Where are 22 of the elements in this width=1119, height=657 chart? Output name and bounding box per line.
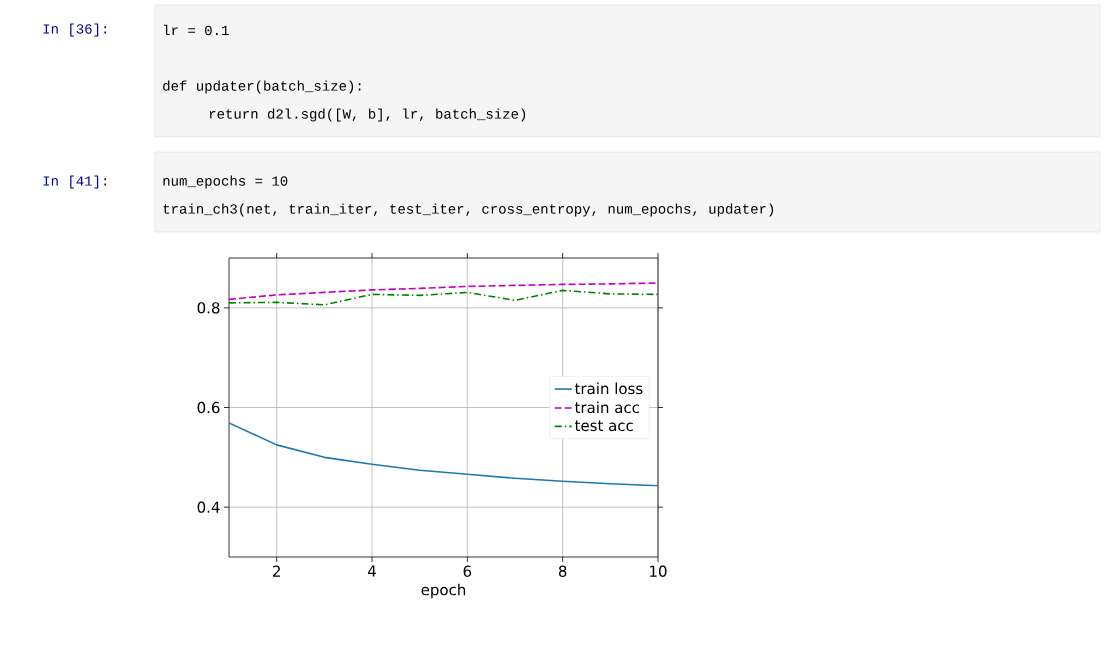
- legend-label: train loss: [574, 382, 643, 395]
- x-tick-label: 2: [273, 565, 280, 577]
- y-tick-label: 0.4: [197, 501, 220, 513]
- legend-label: test acc: [574, 420, 633, 432]
- y-tick-label: 0.8: [197, 302, 220, 314]
- text: lr = 0.1: [164, 24, 229, 36]
- text: def updater(batch_size):: [163, 80, 361, 94]
- text: In [36]:: [43, 23, 107, 37]
- x-tick-label: 6: [463, 565, 472, 577]
- text: train_ch3(net, train_iter, test_iter, cross_entropy, num_epochs, updater): [163, 203, 774, 217]
- line-series: [229, 282, 658, 301]
- legend-label: train acc: [574, 401, 639, 414]
- x-tick-label: 4: [367, 565, 376, 577]
- line-series: [229, 289, 658, 306]
- x-tick-label: 10: [650, 565, 667, 577]
- text: In [41]:: [43, 175, 107, 189]
- line-series: [229, 422, 658, 487]
- y-tick-label: 0.6: [197, 401, 220, 414]
- x-tick-label: 8: [558, 565, 567, 577]
- text: num_epochs = 10: [163, 175, 288, 189]
- x-axis-title: epoch: [421, 583, 466, 599]
- text: return d2l.sgd([W, b], lr, batch_size): [209, 108, 526, 122]
